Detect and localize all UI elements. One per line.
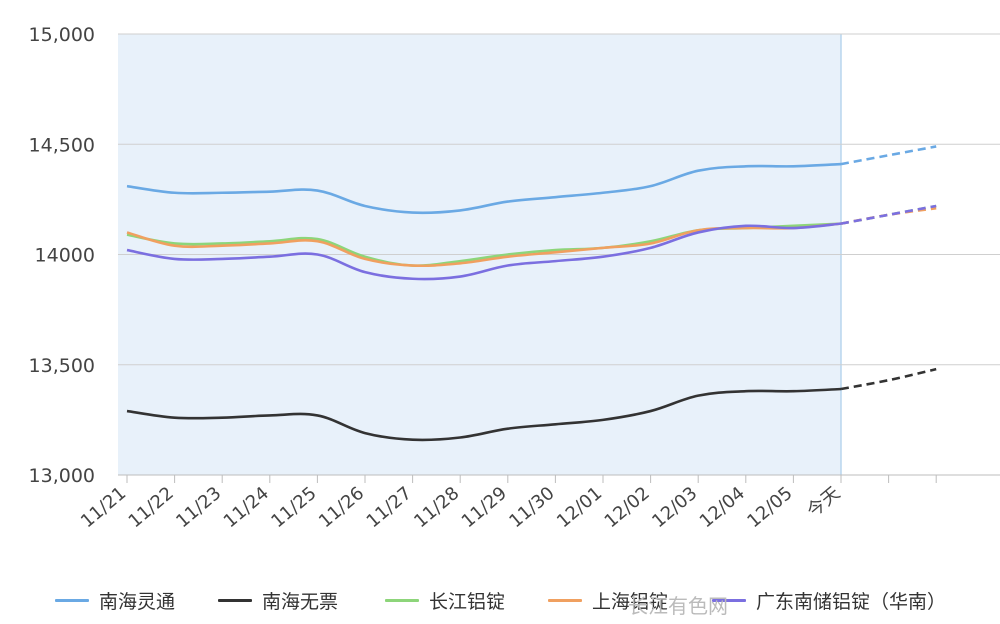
x-tick-label: 12/01	[553, 483, 606, 532]
x-tick-label: 11/29	[458, 483, 511, 532]
series-line-4	[126, 222, 842, 281]
x-tick-label: 11/21	[77, 483, 130, 532]
y-tick-label: 15,000	[29, 24, 95, 46]
series-line-0	[126, 162, 842, 215]
series-line-1	[126, 387, 842, 442]
legend-item[interactable]: 上海铝锭	[548, 588, 669, 613]
x-tick-label: 11/24	[220, 483, 273, 532]
y-tick-label: 13,000	[29, 465, 95, 487]
x-tick-label: 12/02	[601, 483, 654, 532]
legend-label: 南海灵通	[99, 590, 176, 613]
legend-item[interactable]: 南海灵通	[55, 588, 176, 613]
legend-label: 上海铝锭	[592, 590, 669, 613]
y-tick-label: 13,500	[29, 355, 95, 377]
legend-swatch	[218, 598, 252, 602]
watermark: 长江有色网	[628, 594, 728, 618]
x-tick-label: 12/03	[648, 483, 701, 532]
legend-swatch	[55, 598, 89, 602]
x-tick-label: 11/22	[125, 483, 178, 532]
legend-swatch	[385, 598, 419, 602]
series-forecast-line-0	[840, 145, 937, 166]
x-tick-label: 12/04	[696, 483, 749, 532]
y-tick-label: 14000	[35, 245, 95, 267]
series-forecast-line-3	[840, 206, 937, 225]
series-forecast-line-1	[840, 367, 937, 391]
legend-label: 南海无票	[262, 590, 339, 613]
legend-label: 广东南储铝锭（华南）	[756, 590, 947, 613]
legend-label: 长江铝锭	[429, 590, 506, 613]
x-tick-label: 11/23	[172, 483, 225, 532]
x-tick-label: 11/25	[267, 483, 320, 532]
x-tick-label: 11/30	[505, 483, 558, 532]
legend-swatch	[548, 598, 582, 602]
legend: 南海灵通 南海无票 长江铝锭 上海铝锭 广东南储铝锭（华南）	[0, 582, 1000, 618]
x-tick-label: 12/05	[743, 483, 796, 532]
x-tick-label: 11/28	[410, 483, 463, 532]
y-tick-label: 14,500	[29, 134, 95, 156]
series-forecast-line-4	[840, 204, 937, 225]
legend-item[interactable]: 长江铝锭	[385, 588, 506, 613]
legend-swatch	[712, 598, 746, 602]
legend-item[interactable]: 南海无票	[218, 588, 339, 613]
x-tick-label: 11/26	[315, 483, 368, 532]
x-tick-label: 今天	[803, 483, 844, 522]
legend-item[interactable]: 广东南储铝锭（华南）	[712, 588, 947, 613]
x-tick-label: 11/27	[363, 483, 416, 532]
